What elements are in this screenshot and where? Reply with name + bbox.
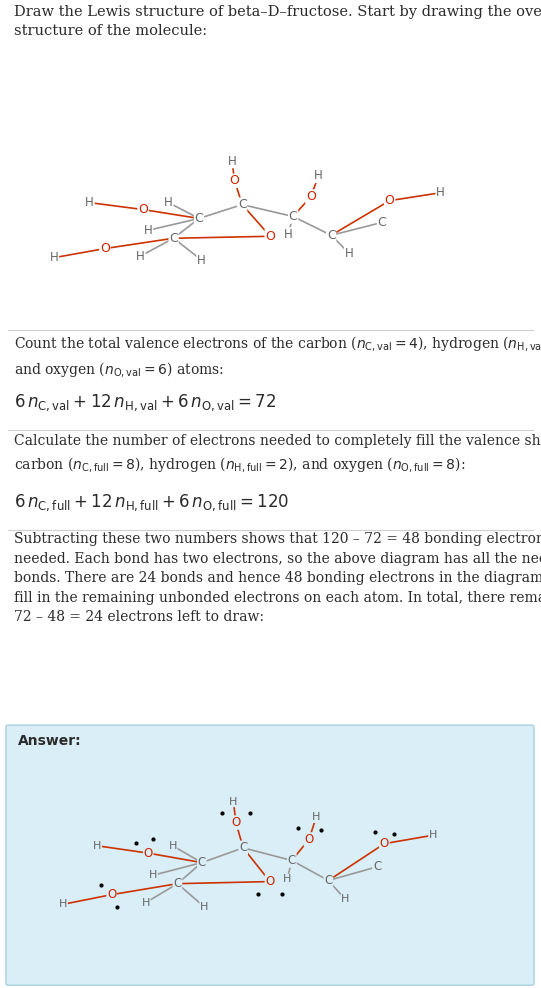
Text: O: O (100, 242, 110, 255)
Text: H: H (283, 228, 292, 241)
Text: C: C (324, 874, 333, 887)
Text: H: H (229, 796, 237, 806)
Text: O: O (265, 230, 275, 243)
Text: O: O (143, 847, 153, 860)
Text: O: O (306, 190, 316, 204)
Text: O: O (304, 833, 314, 846)
Text: C: C (197, 856, 206, 869)
Text: H: H (136, 250, 145, 263)
Text: H: H (142, 898, 150, 908)
Text: O: O (229, 174, 240, 188)
Text: Count the total valence electrons of the carbon ($n_{\mathrm{C,val}} = 4$), hydr: Count the total valence electrons of the… (14, 334, 541, 378)
Text: C: C (239, 842, 247, 855)
Text: H: H (197, 254, 206, 267)
Text: C: C (195, 212, 203, 225)
Text: C: C (373, 861, 381, 873)
Text: O: O (231, 816, 241, 829)
Text: H: H (283, 874, 291, 884)
Text: Draw the Lewis structure of beta–D–fructose. Start by drawing the overall
struct: Draw the Lewis structure of beta–D–fruct… (14, 5, 541, 39)
Text: H: H (93, 841, 101, 851)
Text: H: H (228, 154, 236, 168)
Text: $6\,n_{\mathrm{C,val}} + 12\,n_{\mathrm{H,val}} + 6\,n_{\mathrm{O,val}} = 72$: $6\,n_{\mathrm{C,val}} + 12\,n_{\mathrm{… (14, 392, 275, 413)
Text: H: H (168, 841, 177, 851)
Text: H: H (312, 812, 320, 822)
Text: H: H (436, 186, 445, 200)
Text: H: H (429, 830, 437, 840)
Text: Calculate the number of electrons needed to completely fill the valence shells f: Calculate the number of electrons needed… (14, 434, 541, 474)
Text: C: C (173, 877, 182, 890)
Text: H: H (59, 899, 67, 909)
Text: C: C (289, 210, 298, 223)
Text: C: C (288, 854, 296, 867)
Text: Answer:: Answer: (18, 734, 82, 748)
Text: O: O (380, 837, 389, 850)
Text: H: H (341, 894, 349, 904)
Text: H: H (149, 870, 157, 880)
Text: O: O (107, 888, 116, 901)
Text: C: C (169, 232, 178, 245)
FancyBboxPatch shape (6, 725, 534, 985)
Text: H: H (144, 224, 153, 237)
Text: C: C (238, 199, 247, 211)
Text: C: C (327, 229, 335, 242)
Text: O: O (138, 204, 148, 216)
Text: H: H (85, 197, 94, 209)
Text: $6\,n_{\mathrm{C,full}} + 12\,n_{\mathrm{H,full}} + 6\,n_{\mathrm{O,full}} = 120: $6\,n_{\mathrm{C,full}} + 12\,n_{\mathrm… (14, 492, 289, 513)
Text: O: O (265, 875, 275, 888)
Text: H: H (314, 169, 323, 183)
Text: H: H (50, 251, 58, 264)
Text: Subtracting these two numbers shows that 120 – 72 = 48 bonding electrons are
nee: Subtracting these two numbers shows that… (14, 533, 541, 624)
Text: H: H (345, 247, 353, 260)
Text: C: C (378, 216, 386, 229)
Text: O: O (385, 194, 394, 207)
Text: H: H (200, 902, 208, 912)
Text: H: H (164, 197, 173, 209)
